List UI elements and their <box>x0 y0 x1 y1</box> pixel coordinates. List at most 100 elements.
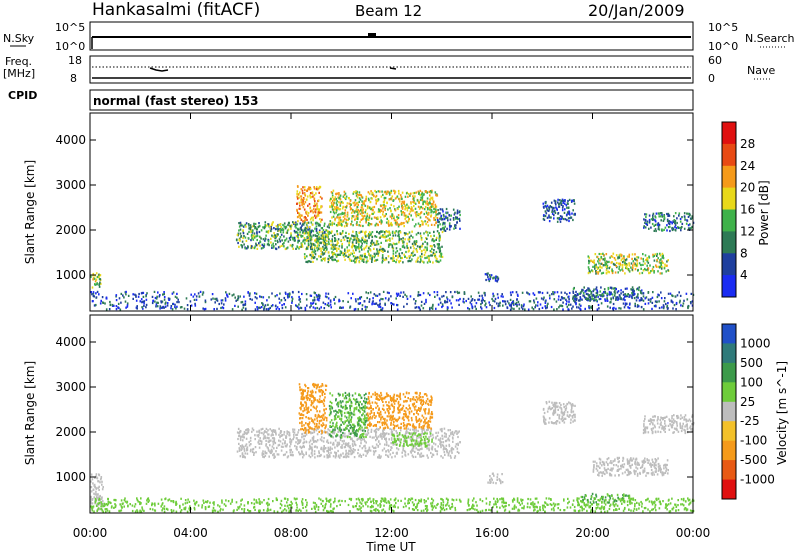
echo-cell <box>310 216 313 219</box>
echo-cell <box>335 192 337 195</box>
echo-cell <box>434 218 437 221</box>
echo-cell <box>265 502 268 505</box>
echo-cell <box>511 291 514 294</box>
echo-cell <box>518 509 521 512</box>
echo-cell <box>136 305 138 308</box>
echo-cell <box>424 246 426 249</box>
echo-cell <box>142 307 144 310</box>
echo-cell <box>352 249 355 252</box>
echo-cell <box>680 503 682 506</box>
echo-cell <box>611 270 614 273</box>
echo-cell <box>90 480 92 483</box>
echo-cell <box>258 224 261 228</box>
echo-cell <box>172 509 175 512</box>
echo-cell <box>422 202 424 205</box>
echo-cell <box>439 247 441 250</box>
echo-cell <box>163 296 166 299</box>
echo-cell <box>107 498 109 501</box>
echo-cell <box>381 308 383 311</box>
echo-cell <box>379 245 382 248</box>
echo-cell <box>336 209 338 212</box>
echo-cell <box>418 306 420 309</box>
echo-cell <box>378 250 380 253</box>
echo-cell <box>311 209 313 212</box>
echo-cell <box>674 222 676 225</box>
echo-cell <box>358 197 361 200</box>
echo-cell <box>553 308 555 311</box>
echo-cell <box>282 223 284 227</box>
echo-cell <box>342 230 344 233</box>
echo-cell <box>179 306 182 309</box>
echo-cell <box>309 194 311 197</box>
echo-cell <box>687 215 690 218</box>
echo-cell <box>283 303 285 306</box>
echo-cell <box>326 303 329 307</box>
echo-cell <box>605 269 608 272</box>
echo-cell <box>140 298 143 301</box>
echo-cell <box>324 250 327 253</box>
echo-cell <box>394 231 396 234</box>
echo-cell <box>267 437 270 440</box>
echo-cell <box>258 509 260 512</box>
echo-cell <box>243 508 246 511</box>
echo-cell <box>249 224 252 227</box>
echo-cell <box>407 215 409 218</box>
echo-cell <box>253 232 256 235</box>
echo-cell <box>336 233 339 236</box>
echo-cell <box>268 503 270 506</box>
echo-cell <box>382 236 385 239</box>
echo-cell <box>442 504 445 507</box>
echo-cell <box>276 294 278 297</box>
echo-cell <box>296 497 298 500</box>
echo-cell <box>242 303 244 306</box>
echo-cell <box>213 308 215 311</box>
echo-cell <box>647 508 649 511</box>
echo-cell <box>151 502 154 505</box>
echo-cell <box>423 302 426 305</box>
echo-cell <box>308 236 311 240</box>
echo-cell <box>275 243 277 246</box>
echo-cell <box>430 211 432 214</box>
echo-cell <box>400 238 402 241</box>
echo-cell <box>122 294 124 297</box>
echo-cell <box>151 295 154 298</box>
echo-cell <box>307 242 310 245</box>
echo-cell <box>376 248 378 251</box>
echo-cell <box>474 299 476 302</box>
echo-cell <box>313 296 316 299</box>
echo-cell <box>284 239 287 242</box>
echo-cell <box>346 249 349 252</box>
echo-cell <box>370 232 372 235</box>
echo-cell <box>469 508 472 511</box>
echo-cell <box>515 291 518 294</box>
echo-cell <box>691 300 694 303</box>
colorbar-segment <box>722 122 736 145</box>
echo-cell <box>307 245 310 248</box>
echo-cell <box>390 198 393 201</box>
echo-cell <box>691 216 694 219</box>
echo-cell <box>390 442 392 445</box>
echo-cell <box>143 302 145 305</box>
echo-cell <box>620 259 623 262</box>
echo-cell <box>366 212 369 215</box>
echo-cell <box>687 497 689 500</box>
echo-cell <box>268 296 270 299</box>
echo-cell <box>94 501 97 504</box>
echo-cell <box>331 230 333 233</box>
echo-cell <box>644 262 646 265</box>
echo-cell <box>306 226 308 229</box>
echo-cell <box>319 294 321 297</box>
echo-cell <box>413 204 415 208</box>
echo-cell <box>332 245 335 248</box>
echo-cell <box>628 295 631 298</box>
echo-cell <box>393 219 396 222</box>
echo-cell <box>301 189 304 192</box>
echo-cell <box>641 271 644 275</box>
echo-cell <box>352 215 355 218</box>
echo-cell <box>349 438 352 441</box>
echo-cell <box>642 295 645 298</box>
echo-cell <box>267 238 269 241</box>
echo-cell <box>325 239 328 242</box>
echo-cell <box>317 211 320 214</box>
echo-cell <box>274 295 277 298</box>
